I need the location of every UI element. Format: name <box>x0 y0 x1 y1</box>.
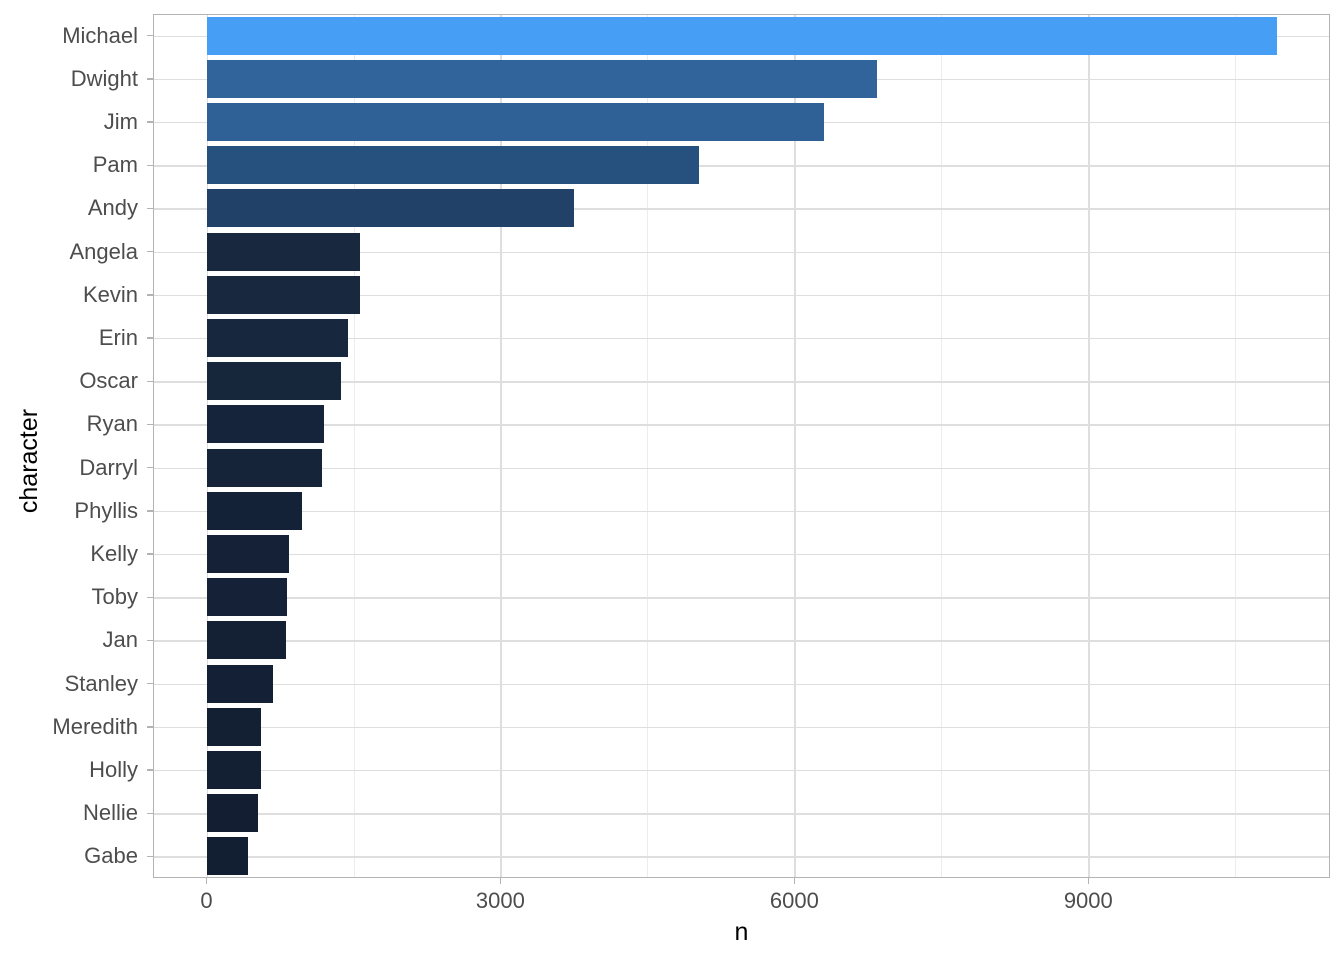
bar-stanley <box>206 664 273 703</box>
y-tick-mark <box>147 726 153 728</box>
bar-phyllis <box>206 491 302 530</box>
y-tick-mark <box>147 121 153 123</box>
bar-michael <box>206 16 1277 55</box>
gridline-major-y <box>153 510 1330 513</box>
y-tick-mark <box>147 769 153 771</box>
gridline-major-y <box>153 597 1330 599</box>
y-tick-mark <box>147 639 153 642</box>
y-axis-label-stanley: Stanley <box>64 670 138 696</box>
bar-andy <box>206 189 575 228</box>
bar-pam <box>206 146 700 185</box>
gridline-major-x <box>794 14 796 878</box>
y-axis-label-jim: Jim <box>103 109 138 134</box>
gridline-major-y <box>153 424 1330 426</box>
y-axis-label-andy: Andy <box>87 195 138 221</box>
x-tick-mark <box>205 878 208 884</box>
x-axis-label-0: 0 <box>200 888 213 913</box>
bar-jan <box>206 621 286 660</box>
y-tick-mark <box>147 294 153 296</box>
gridline-major-y <box>153 208 1330 210</box>
gridline-major-x <box>206 14 208 878</box>
y-axis-label-toby: Toby <box>91 584 138 610</box>
gridline-major-y <box>153 294 1330 297</box>
plot-panel <box>153 14 1330 878</box>
gridline-major-y <box>153 813 1330 815</box>
y-axis-label-kelly: Kelly <box>90 541 138 566</box>
x-axis-title: n <box>734 918 749 946</box>
gridline-minor-x <box>353 14 355 878</box>
bar-oscar <box>206 362 341 401</box>
x-tick-mark <box>1087 878 1089 884</box>
y-tick-mark <box>147 164 153 166</box>
gridline-major-y <box>153 726 1330 729</box>
gridline-major-x <box>500 14 502 878</box>
bar-jim <box>206 103 825 141</box>
bar-ryan <box>206 405 324 444</box>
gridline-major-y <box>153 338 1330 340</box>
bar-kelly <box>206 535 289 573</box>
x-axis-label-3000: 3000 <box>475 888 525 913</box>
gridline-major-y <box>153 165 1330 167</box>
bar-nellie <box>206 794 259 833</box>
bar-holly <box>206 751 261 789</box>
y-axis-label-jan: Jan <box>102 627 138 653</box>
y-tick-mark <box>147 423 153 426</box>
y-axis-label-meredith: Meredith <box>52 713 138 739</box>
bar-erin <box>206 319 348 357</box>
y-axis-label-holly: Holly <box>89 757 138 782</box>
bar-gabe <box>206 837 249 876</box>
y-axis-label-oscar: Oscar <box>79 368 138 394</box>
gridline-major-y <box>153 467 1330 469</box>
y-axis-label-kevin: Kevin <box>82 281 138 307</box>
gridline-minor-x <box>1235 14 1237 878</box>
gridline-major-y <box>153 554 1330 556</box>
y-tick-mark <box>147 596 153 598</box>
bar-meredith <box>206 707 262 746</box>
y-tick-mark <box>147 78 153 80</box>
gridline-minor-x <box>647 14 649 878</box>
bar-toby <box>206 578 287 617</box>
y-tick-mark <box>147 855 153 858</box>
y-tick-mark <box>147 207 153 210</box>
bar-angela <box>206 232 361 271</box>
y-axis-label-gabe: Gabe <box>84 843 138 869</box>
bar-kevin <box>206 275 360 314</box>
y-axis-label-erin: Erin <box>98 325 138 350</box>
bar-dwight <box>206 59 878 98</box>
y-tick-mark <box>147 682 153 685</box>
x-tick-mark <box>793 878 796 884</box>
gridline-major-y <box>153 856 1330 858</box>
gridline-major-x <box>1088 14 1090 878</box>
y-axis-label-ryan: Ryan <box>86 411 138 437</box>
y-axis-label-angela: Angela <box>69 238 138 264</box>
bar-darryl <box>206 448 323 487</box>
y-tick-mark <box>147 250 153 253</box>
x-tick-mark <box>499 878 502 884</box>
y-tick-mark <box>147 510 153 512</box>
y-axis-label-pam: Pam <box>92 152 138 178</box>
y-axis-label-nellie: Nellie <box>82 800 138 826</box>
y-tick-mark <box>147 466 153 469</box>
y-tick-mark <box>147 380 153 382</box>
y-axis-label-dwight: Dwight <box>70 65 138 91</box>
gridline-major-y <box>153 381 1330 383</box>
gridline-major-y <box>153 640 1330 642</box>
y-axis-label-michael: Michael <box>62 22 138 48</box>
y-tick-mark <box>147 34 153 37</box>
gridline-major-y <box>153 251 1330 253</box>
y-tick-mark <box>147 553 153 555</box>
gridline-major-y <box>153 683 1330 685</box>
x-axis-label-9000: 9000 <box>1063 888 1113 913</box>
gridline-major-y <box>153 770 1330 772</box>
x-axis-label-6000: 6000 <box>769 888 819 913</box>
y-tick-mark <box>147 812 153 814</box>
y-axis-title: character <box>14 408 43 514</box>
y-axis-label-phyllis: Phyllis <box>74 497 138 523</box>
y-tick-mark <box>147 337 153 339</box>
gridline-minor-x <box>941 14 943 878</box>
y-axis-label-darryl: Darryl <box>79 454 138 480</box>
